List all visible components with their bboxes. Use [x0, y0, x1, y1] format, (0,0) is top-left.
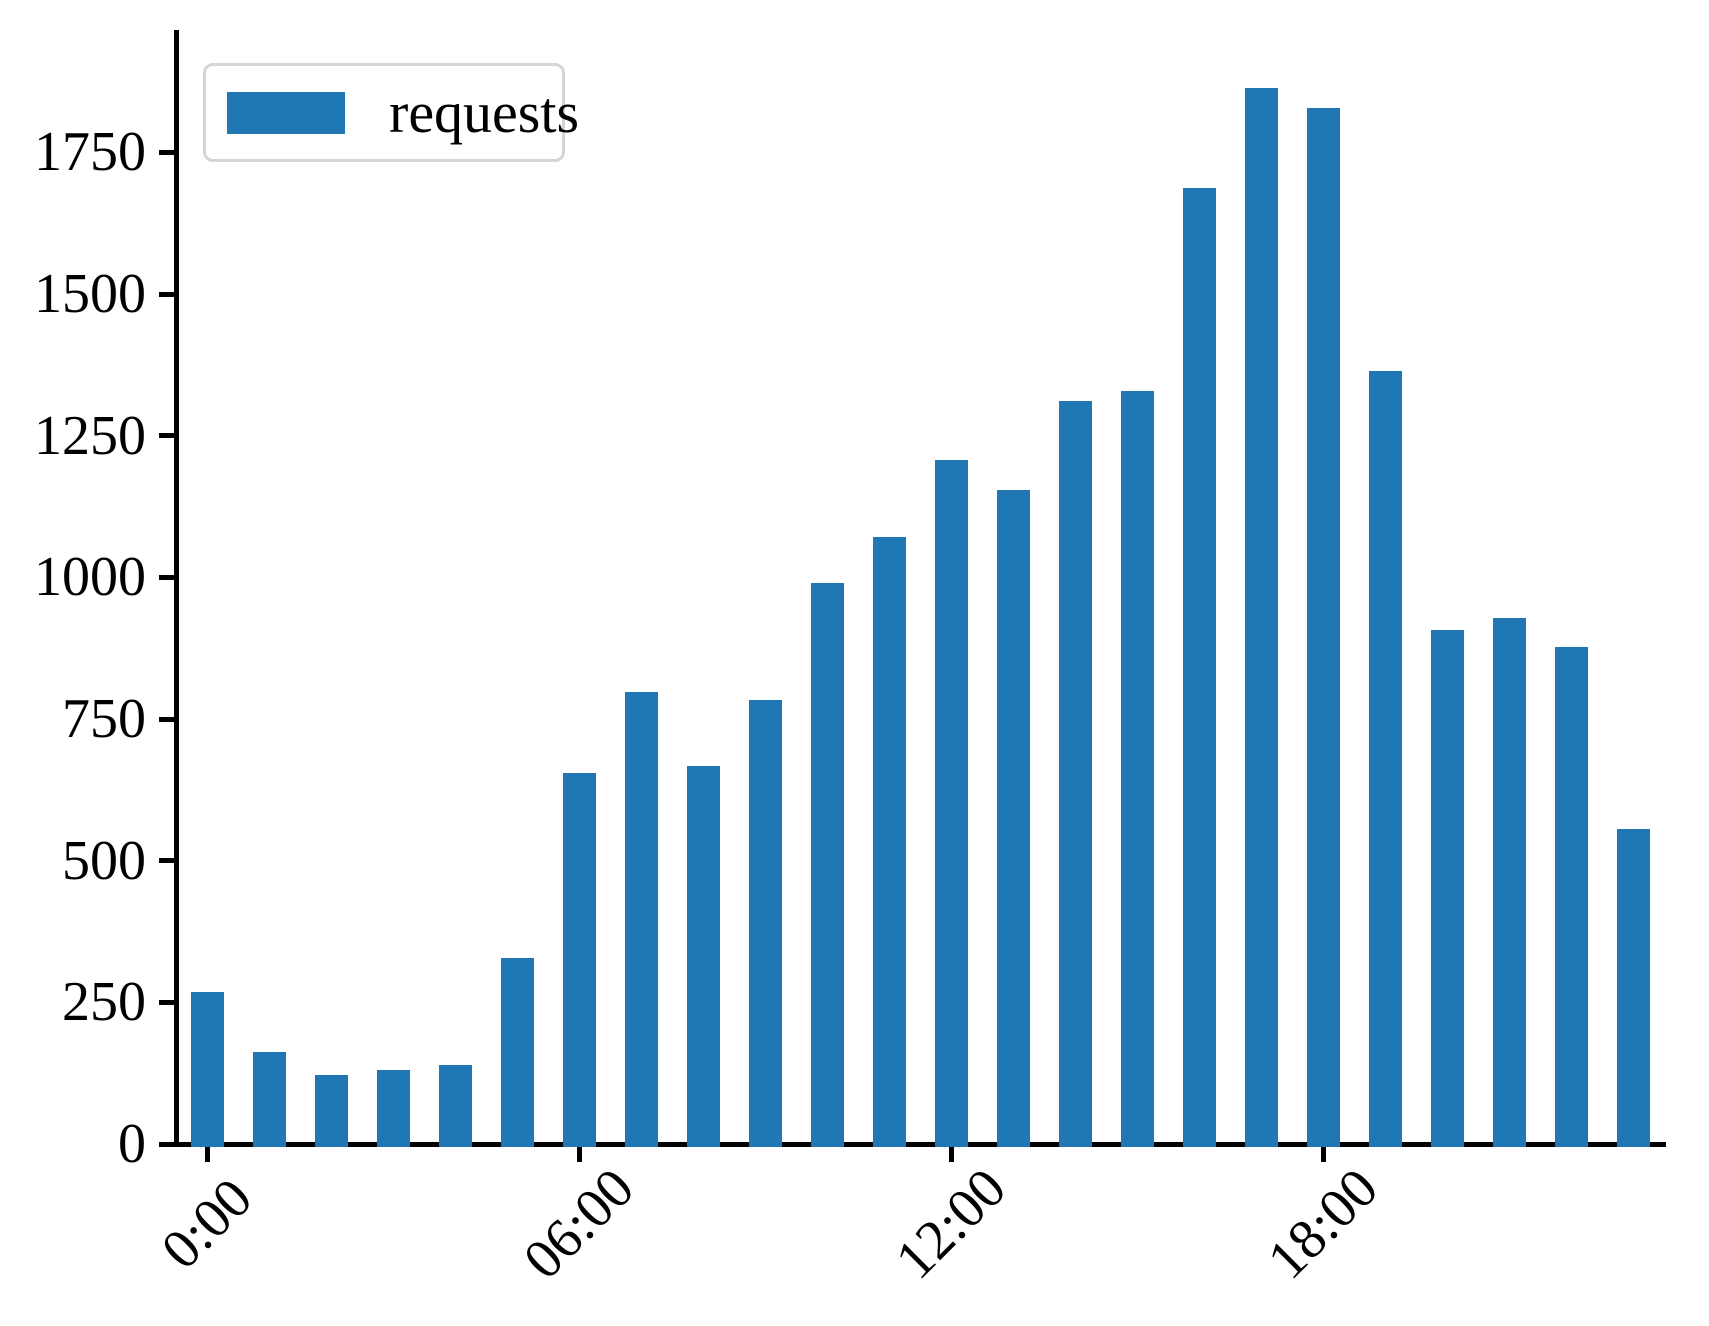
y-tick-mark [159, 291, 175, 297]
bar-hour-5 [500, 957, 534, 1147]
legend-swatch-requests-icon [227, 91, 345, 134]
bar-hour-8 [686, 766, 720, 1147]
y-tick-label: 250 [62, 971, 146, 1034]
bar-hour-10 [810, 583, 844, 1147]
legend: requests [203, 63, 579, 162]
bar-hour-13 [996, 490, 1030, 1147]
legend-label-requests: requests [389, 79, 580, 145]
y-tick-label: 0 [118, 1113, 146, 1175]
y-tick-mark [159, 858, 175, 864]
y-axis-spine [174, 30, 179, 1147]
y-tick-mark [159, 1141, 175, 1147]
bar-hour-18 [1306, 108, 1340, 1147]
y-tick-mark [159, 574, 175, 580]
bar-hour-11 [872, 537, 906, 1147]
bar-hour-20 [1430, 630, 1464, 1147]
y-tick-label: 500 [62, 829, 146, 892]
y-tick-label: 1750 [34, 121, 146, 184]
y-tick-label: 1250 [34, 404, 146, 467]
bar-hour-1 [252, 1052, 286, 1147]
y-tick-mark [159, 149, 175, 155]
x-tick-mark [576, 1147, 582, 1162]
bar-hour-7 [624, 691, 658, 1147]
x-tick-mark [948, 1147, 954, 1162]
bar-hour-0 [190, 992, 224, 1147]
bar-hour-15 [1120, 390, 1154, 1147]
y-tick-label: 750 [62, 688, 146, 750]
x-tick-mark [1320, 1147, 1326, 1162]
bar-hour-16 [1182, 188, 1216, 1147]
bar-hour-3 [376, 1069, 410, 1147]
y-tick-mark [159, 716, 175, 722]
y-tick-label: 1500 [34, 263, 146, 325]
y-tick-label: 1000 [34, 546, 146, 609]
x-tick-label: 12:00 [883, 1156, 1019, 1292]
bar-hour-12 [934, 460, 968, 1147]
x-axis-spine [174, 1142, 1666, 1147]
bar-hour-22 [1554, 647, 1588, 1147]
x-tick-label: 0:00 [149, 1166, 265, 1282]
x-tick-label: 18:00 [1255, 1156, 1391, 1292]
bar-hour-4 [438, 1065, 472, 1147]
bar-hour-9 [748, 700, 782, 1147]
bar-hour-14 [1058, 401, 1092, 1147]
bar-hour-6 [562, 772, 596, 1147]
x-tick-label: 06:00 [511, 1156, 647, 1292]
y-tick-mark [159, 433, 175, 439]
y-tick-mark [159, 999, 175, 1005]
bar-hour-19 [1368, 371, 1402, 1147]
x-tick-mark [204, 1147, 210, 1162]
bar-hour-2 [314, 1074, 348, 1147]
bar-hour-17 [1244, 87, 1278, 1147]
bar-hour-21 [1492, 618, 1526, 1147]
bar-hour-23 [1616, 828, 1650, 1147]
